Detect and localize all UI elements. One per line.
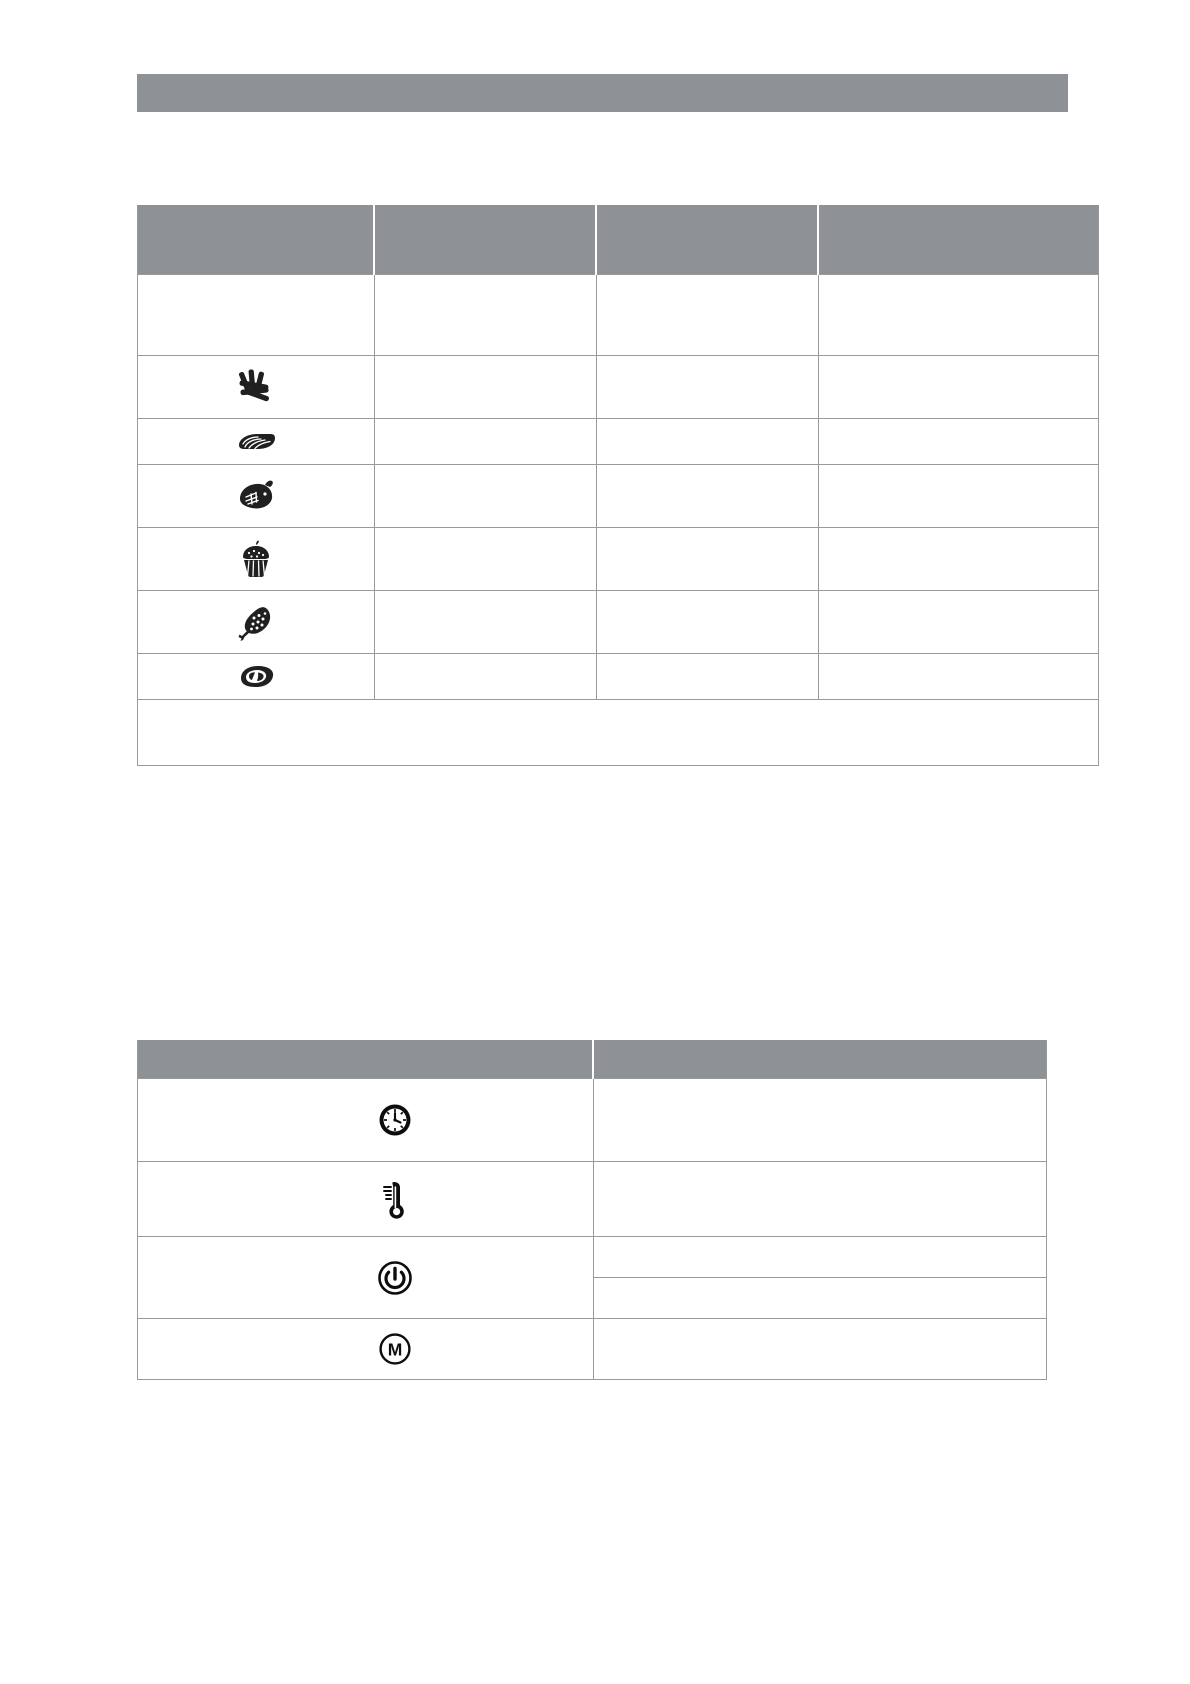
food-icon-cell	[137, 355, 375, 419]
french-fries-icon	[232, 367, 280, 407]
table-row	[137, 274, 1099, 356]
food-cell	[818, 527, 1099, 591]
sub-row	[593, 1237, 1046, 1278]
food-cell	[596, 590, 819, 654]
food-icon-cell	[137, 527, 375, 591]
top-banner	[137, 74, 1068, 112]
food-table-footer-note	[137, 699, 1099, 766]
spring-roll-icon	[233, 429, 279, 455]
food-cell	[818, 355, 1099, 419]
food-cell	[818, 590, 1099, 654]
food-cell	[596, 355, 819, 419]
control-icon-cell-thermometer	[137, 1161, 594, 1237]
food-col-header-0	[137, 205, 375, 275]
power-icon-wrap	[148, 1258, 583, 1298]
table-row	[137, 1236, 1047, 1319]
food-cell	[596, 527, 819, 591]
food-col-header-2	[596, 205, 819, 275]
chicken-drumstick-icon	[233, 601, 279, 643]
table-row: M	[137, 1318, 1047, 1380]
power-icon	[375, 1258, 415, 1298]
control-description	[593, 1161, 1047, 1237]
controls-col-header-1	[593, 1040, 1047, 1079]
food-col-header-1	[374, 205, 597, 275]
memory-m-icon: M	[376, 1330, 414, 1368]
food-cell	[374, 418, 597, 465]
power-sub-table	[593, 1237, 1047, 1319]
clock-icon	[377, 1102, 413, 1138]
table-row	[137, 653, 1099, 700]
svg-text:M: M	[388, 1340, 403, 1360]
table-footer-row	[137, 699, 1099, 766]
food-cell	[596, 418, 819, 465]
sub-row	[594, 1278, 1047, 1319]
food-icon-cell	[137, 653, 375, 700]
table-header-row	[137, 205, 1099, 275]
table-row	[137, 1161, 1047, 1237]
control-icon-cell-power	[137, 1236, 594, 1319]
cupcake-icon	[233, 538, 279, 580]
control-description	[593, 1078, 1047, 1162]
table-row	[137, 527, 1099, 591]
power-sub-description-0	[593, 1237, 1046, 1278]
table-row	[137, 464, 1099, 528]
clock-icon-wrap	[148, 1102, 583, 1138]
controls-table: M	[137, 1040, 1047, 1380]
table-row	[137, 418, 1099, 465]
food-cell	[374, 590, 597, 654]
food-icon-cell	[137, 418, 375, 465]
thermometer-icon-wrap	[148, 1179, 583, 1219]
top-banner-title	[137, 74, 1068, 92]
control-icon-cell-clock	[137, 1078, 594, 1162]
thermometer-icon	[378, 1179, 412, 1219]
steak-icon	[232, 662, 280, 692]
memory-m-icon-wrap: M	[148, 1330, 583, 1368]
food-icon-cell	[137, 464, 375, 528]
table-row	[137, 1078, 1047, 1162]
food-cell	[374, 527, 597, 591]
food-icon-cell	[137, 274, 375, 356]
food-cell	[596, 274, 819, 356]
food-cell	[374, 653, 597, 700]
food-cell	[596, 464, 819, 528]
food-preset-table	[137, 205, 1099, 766]
power-sub-description-1	[594, 1278, 1047, 1319]
food-cell	[374, 464, 597, 528]
food-cell	[374, 355, 597, 419]
food-cell	[596, 653, 819, 700]
control-description	[593, 1318, 1047, 1380]
food-cell	[818, 653, 1099, 700]
food-col-header-3	[818, 205, 1099, 275]
food-cell	[818, 418, 1099, 465]
food-icon-cell	[137, 590, 375, 654]
control-icon-cell-memory: M	[137, 1318, 594, 1380]
fish-icon	[232, 477, 280, 515]
table-row	[137, 590, 1099, 654]
control-description-split	[593, 1236, 1047, 1319]
food-cell	[818, 274, 1099, 356]
controls-col-header-0	[137, 1040, 594, 1079]
food-cell	[818, 464, 1099, 528]
food-cell	[374, 274, 597, 356]
table-row	[137, 355, 1099, 419]
table-header-row	[137, 1040, 1047, 1079]
